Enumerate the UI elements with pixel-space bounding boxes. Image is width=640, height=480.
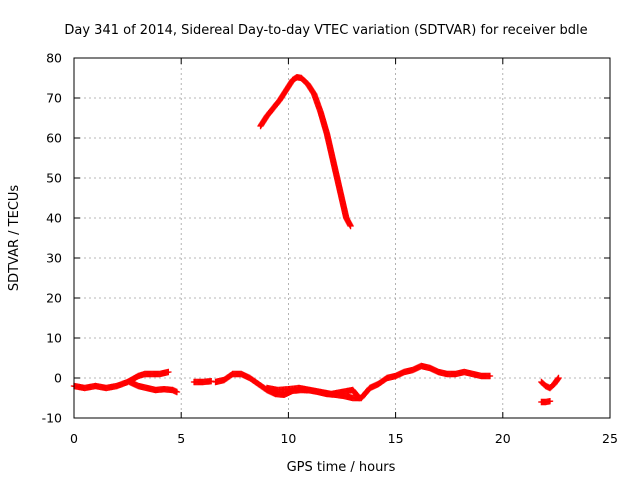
y-tick-label: 40 — [46, 211, 62, 226]
x-tick-label: 10 — [280, 431, 296, 446]
y-tick-label: 20 — [46, 291, 62, 306]
data-point — [165, 368, 172, 376]
data-point — [486, 372, 494, 380]
y-tick-label: 30 — [46, 251, 62, 266]
y-tick-label: 50 — [46, 171, 62, 186]
y-tick-label: 0 — [54, 371, 62, 386]
y-tick-label: 10 — [46, 331, 62, 346]
data-segment — [538, 374, 562, 392]
data-segment — [257, 74, 354, 230]
grid — [74, 58, 610, 418]
x-axis-label: GPS time / hours — [287, 460, 396, 475]
data-segment — [126, 378, 181, 396]
x-tick-label: 15 — [388, 431, 404, 446]
x-tick-label: 5 — [177, 431, 185, 446]
data-point — [208, 378, 215, 385]
axis-ticks: 0 5 10 15 20 25 -10 0 10 20 30 40 50 60 70 80 — [42, 51, 618, 447]
data-point — [546, 398, 554, 405]
y-tick-label: 70 — [46, 91, 62, 106]
data-point — [347, 222, 354, 230]
y-tick-label: -10 — [42, 411, 62, 426]
chart-title: Day 341 of 2014, Sidereal Day-to-day VTE… — [64, 23, 587, 38]
y-axis-label: SDTVAR / TECUs — [7, 185, 22, 292]
data-segment — [538, 398, 554, 406]
data-point — [355, 393, 362, 401]
x-tick-label: 20 — [495, 431, 511, 446]
plot-frame — [73, 57, 611, 419]
data-points — [70, 74, 562, 406]
data-point — [555, 374, 562, 382]
data-segment — [70, 368, 172, 392]
y-tick-label: 60 — [46, 131, 62, 146]
data-segment — [263, 384, 363, 402]
data-segment — [190, 378, 215, 386]
data-segment — [212, 362, 494, 402]
x-tick-label: 25 — [602, 431, 618, 446]
y-tick-label: 80 — [46, 51, 62, 66]
data-point — [173, 388, 181, 396]
data-point — [355, 394, 363, 402]
x-tick-label: 0 — [70, 431, 78, 446]
